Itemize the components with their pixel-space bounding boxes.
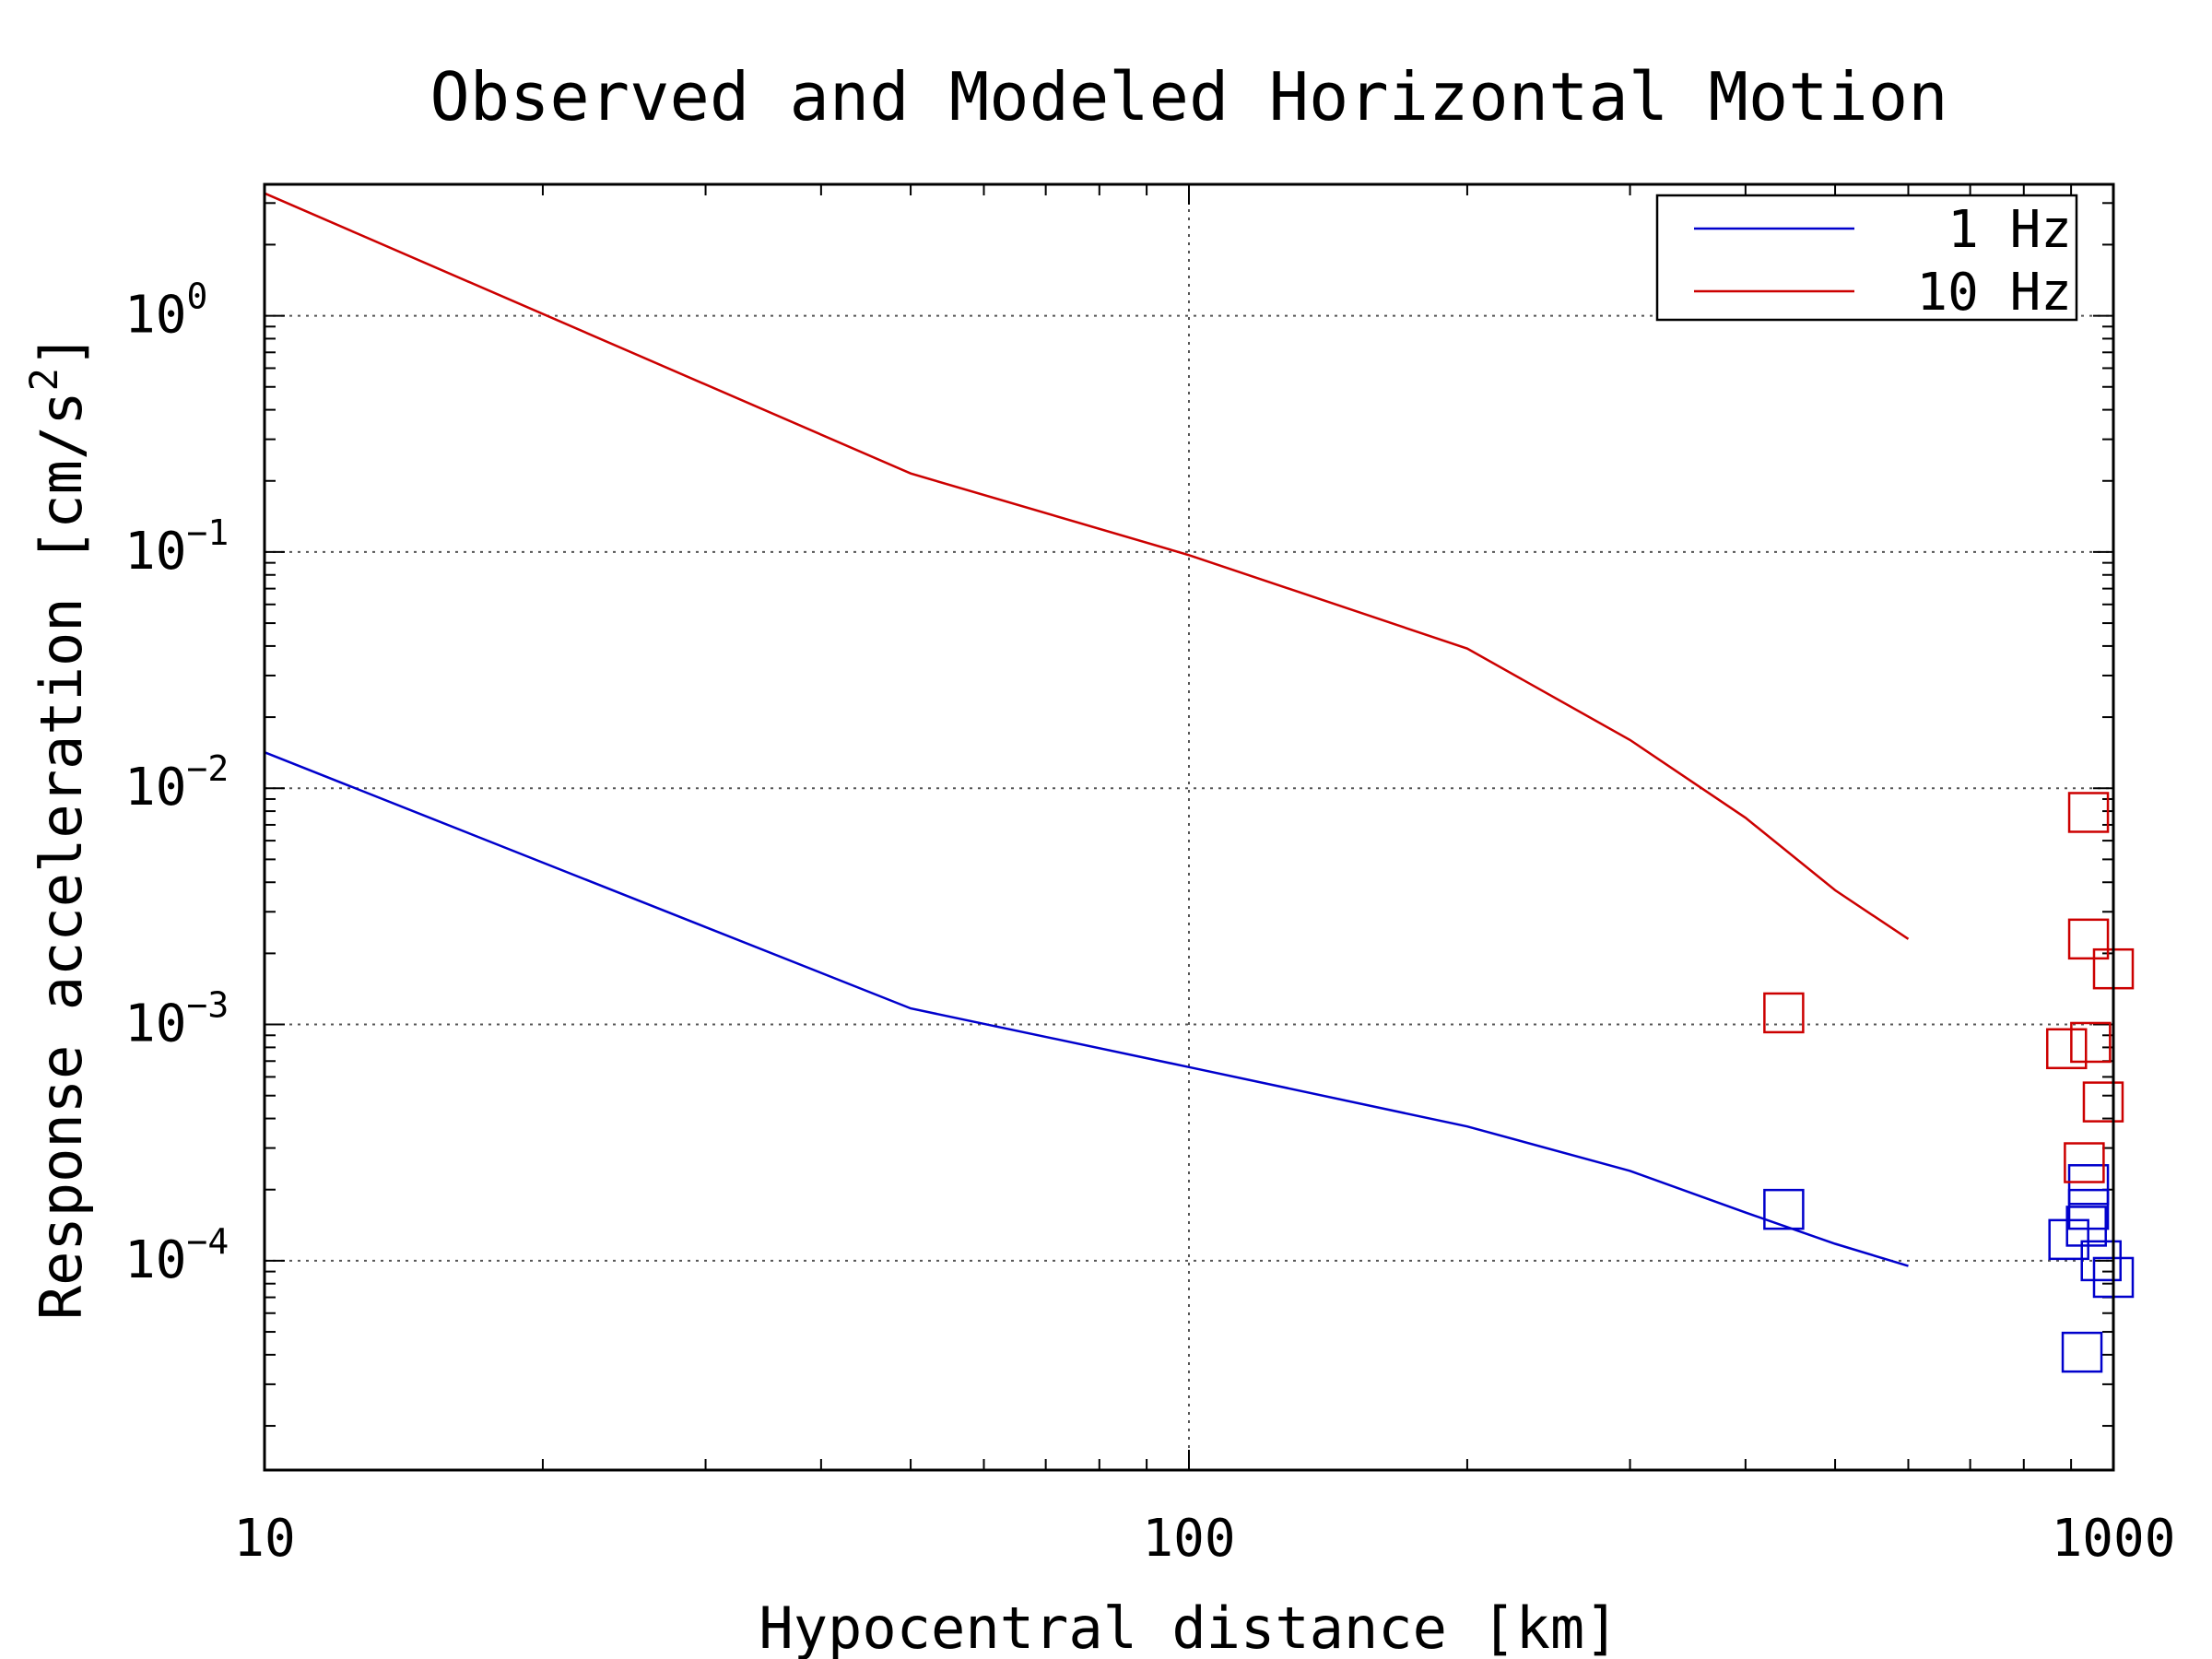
y-tick-label: 10−3 [124,985,229,1054]
observation-marker [2048,1218,2089,1261]
x-tick-labels: 10 100 1000 [233,1509,2175,1569]
y-tick-base: 10 [124,522,186,582]
observation-marker [2045,1028,2088,1070]
observation-marker [2067,792,2110,833]
chart-title: Observed and Modeled Horizontal Motion [429,58,1947,135]
legend-label: 1 Hz [1947,200,2072,260]
observation-marker [1763,1188,1805,1230]
y-tick-label: 10−4 [124,1221,229,1290]
legend-label: 10 Hz [1916,263,2072,323]
observation-marker [2061,1331,2103,1373]
observation-marker [2064,1142,2105,1183]
x-tick-label: 10 [233,1509,295,1569]
y-tick-label: 100 [124,276,207,346]
x-tick-label: 1000 [2052,1509,2176,1569]
observation-marker [1763,992,1805,1034]
observation-marker [2067,918,2110,960]
observation-marker [2080,1240,2122,1282]
y-tick-exponent: −4 [186,1221,229,1262]
grid [265,184,2113,1470]
y-axis-label-exponent: 2 [21,368,66,391]
legend-box [1655,194,2078,322]
observation-marker [2067,1164,2110,1206]
y-tick-exponent: 0 [186,276,207,317]
observation-marker [2082,1081,2124,1123]
series-line [264,192,1910,940]
y-tick-exponent: −3 [186,985,229,1026]
y-tick-base: 10 [124,994,186,1054]
y-axis-label-suffix: ] [28,334,95,368]
x-tick-label: 100 [1142,1509,1235,1569]
series-lines [264,192,1910,1267]
series-line [264,751,1909,1267]
y-axis-label: Response acceleration [cm/s2] [21,334,95,1320]
y-axis-label-text: Response acceleration [cm/s [28,391,95,1320]
y-tick-exponent: −2 [186,748,229,789]
y-tick-base: 10 [124,1230,186,1290]
plot-frame [263,182,2115,1472]
y-tick-base: 10 [124,758,186,818]
observation-marker [2065,1206,2107,1247]
y-tick-label: 10−2 [124,748,229,818]
y-tick-label: 10−1 [124,512,229,582]
observation-marker [2070,1021,2112,1064]
x-axis-label: Hypocentral distance [km] [759,1594,1618,1659]
y-tick-exponent: −1 [186,512,229,553]
y-tick-base: 10 [124,286,186,346]
